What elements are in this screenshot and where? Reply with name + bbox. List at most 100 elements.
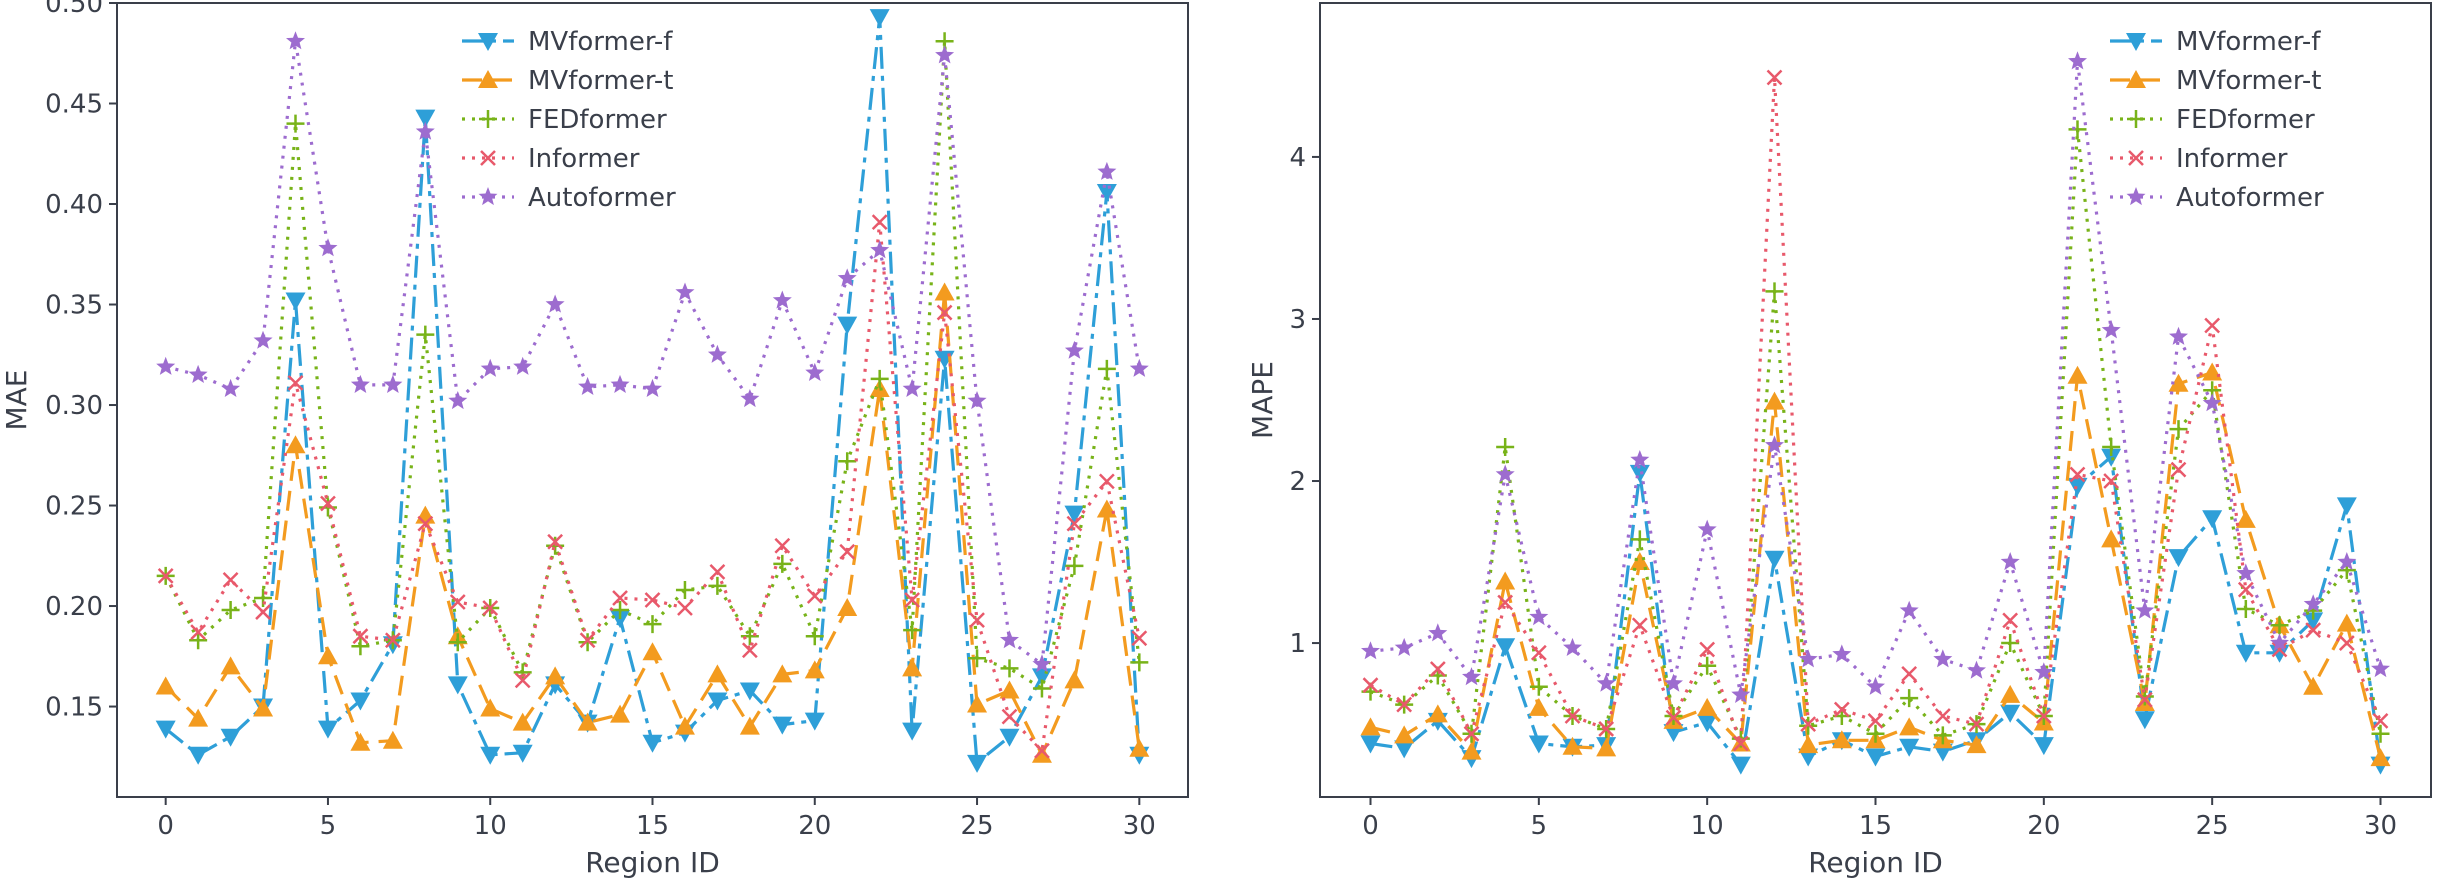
- data-point: [740, 627, 759, 646]
- data-point: [2068, 51, 2087, 70]
- data-point: [1933, 726, 1952, 745]
- data-point: [1699, 641, 1716, 658]
- y-tick-label: 2: [1289, 467, 1306, 497]
- data-point: [740, 389, 760, 408]
- x-tick-label: 25: [2196, 811, 2229, 841]
- data-point: [610, 704, 631, 723]
- legend-marker: [478, 187, 498, 206]
- data-point: [2271, 641, 2288, 658]
- data-point: [157, 568, 174, 584]
- legend-marker: [479, 110, 497, 128]
- data-point: [1097, 161, 1117, 180]
- data-point: [188, 746, 209, 765]
- data-point: [902, 378, 922, 397]
- data-point: [318, 238, 338, 257]
- data-point: [675, 282, 695, 301]
- data-point: [707, 344, 727, 363]
- data-point: [1800, 716, 1817, 732]
- data-point: [1496, 437, 1515, 456]
- data-point: [155, 676, 176, 695]
- legend-marker: [2126, 70, 2146, 88]
- data-point: [1596, 738, 1617, 757]
- y-tick-label: 1: [1289, 629, 1306, 659]
- series-fedformer: [1361, 120, 2390, 748]
- data-point: [1665, 709, 1682, 726]
- data-point: [935, 45, 955, 64]
- data-point: [741, 642, 758, 659]
- data-point: [1968, 716, 1985, 732]
- data-point: [2103, 473, 2120, 489]
- data-point: [1495, 571, 1516, 590]
- data-point: [2169, 326, 2188, 345]
- series-mvformer-t: [155, 282, 1150, 763]
- data-point: [837, 316, 858, 335]
- x-tick-label: 5: [320, 811, 337, 841]
- data-point: [869, 9, 890, 28]
- data-point: [2135, 600, 2155, 619]
- data-point: [188, 708, 209, 727]
- data-point: [2000, 552, 2020, 571]
- data-point: [222, 572, 239, 588]
- data-point: [904, 592, 921, 608]
- data-point: [1833, 701, 1850, 718]
- data-point: [1064, 505, 1085, 524]
- data-point: [2168, 373, 2189, 392]
- x-axis-label: Region ID: [1808, 846, 1943, 879]
- data-point: [350, 732, 371, 751]
- data-point: [999, 728, 1020, 747]
- data-point: [674, 716, 695, 735]
- data-point: [577, 712, 598, 731]
- data-point: [1697, 714, 1718, 733]
- data-point: [2270, 616, 2289, 635]
- data-point: [1596, 673, 1616, 692]
- data-point: [578, 376, 598, 395]
- data-point: [644, 592, 661, 608]
- data-point: [1798, 735, 1819, 754]
- data-point: [480, 358, 500, 377]
- data-point: [480, 746, 501, 765]
- data-point: [967, 694, 988, 713]
- legend-item: Informer: [462, 144, 640, 174]
- data-point: [1697, 697, 1718, 716]
- data-point: [2235, 509, 2256, 528]
- data-point: [1899, 717, 1920, 736]
- data-point: [739, 682, 760, 701]
- data-point: [1360, 735, 1381, 754]
- data-point: [382, 730, 403, 749]
- data-point: [709, 563, 726, 580]
- legend-item: FEDformer: [2110, 105, 2315, 135]
- x-tick-label: 0: [157, 811, 174, 841]
- data-point: [611, 601, 630, 620]
- data-point: [513, 663, 532, 682]
- x-tick-label: 25: [960, 811, 993, 841]
- data-point: [1899, 738, 1920, 757]
- data-point: [255, 604, 271, 620]
- x-tick-label: 20: [798, 811, 831, 841]
- data-point: [482, 600, 499, 616]
- data-point: [902, 722, 923, 741]
- data-point: [415, 109, 436, 128]
- legend-label: Autoformer: [528, 183, 676, 213]
- x-tick-label: 10: [474, 811, 507, 841]
- data-point: [2102, 437, 2121, 456]
- legend-label: MVformer-t: [528, 66, 673, 96]
- data-point: [1764, 391, 1785, 410]
- data-point: [870, 369, 889, 388]
- y-axis-label: MAPE: [1246, 361, 1279, 439]
- data-point: [286, 31, 305, 50]
- series-informer: [1362, 69, 2389, 752]
- data-point: [1032, 679, 1051, 698]
- data-point: [1394, 725, 1415, 744]
- legend-item: MVformer-t: [2110, 66, 2321, 96]
- data-point: [156, 356, 176, 375]
- data-point: [317, 720, 338, 739]
- data-point: [1097, 359, 1116, 378]
- legend-marker: [480, 150, 496, 166]
- data-point: [1563, 637, 1582, 656]
- data-point: [1096, 499, 1117, 518]
- data-point: [1901, 665, 1918, 682]
- y-tick-label: 0.25: [45, 492, 103, 522]
- data-point: [1866, 724, 1885, 743]
- data-point: [1730, 756, 1751, 775]
- data-point: [903, 621, 922, 640]
